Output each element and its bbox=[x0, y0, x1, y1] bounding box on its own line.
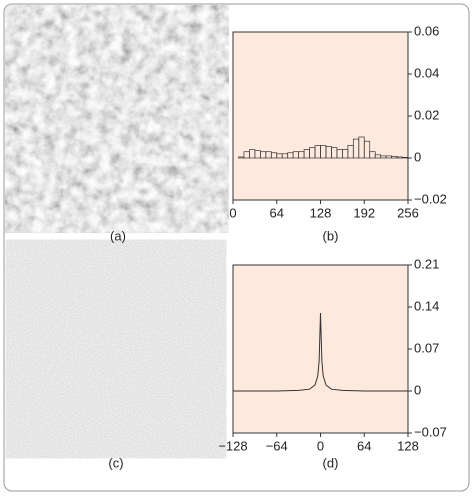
panel-caption: (b) bbox=[323, 228, 339, 243]
y-tick-label: 0 bbox=[414, 149, 421, 164]
y-tick-label: 0.07 bbox=[414, 340, 439, 355]
histogram-bar bbox=[363, 140, 371, 159]
x-tick-label: 64 bbox=[270, 205, 284, 220]
image-a bbox=[24, 24, 210, 214]
x-tick-label: 0 bbox=[229, 205, 236, 220]
y-tick-label: 0.14 bbox=[414, 298, 439, 313]
y-tick-label: 0.04 bbox=[414, 65, 439, 80]
x-tick-label: 64 bbox=[357, 438, 371, 453]
image-caption: (c) bbox=[108, 455, 123, 470]
plot-area bbox=[232, 31, 409, 201]
x-tick-label: 128 bbox=[310, 205, 332, 220]
image-caption: (a) bbox=[110, 228, 126, 243]
y-tick-label: 0.21 bbox=[414, 256, 439, 271]
x-tick-label: −64 bbox=[266, 438, 288, 453]
x-tick-label: 256 bbox=[397, 205, 419, 220]
y-tick-label: 0.02 bbox=[414, 107, 439, 122]
panel-caption: (d) bbox=[323, 455, 339, 470]
x-tick-label: 128 bbox=[397, 438, 419, 453]
x-tick-label: 192 bbox=[353, 205, 375, 220]
plot-area bbox=[232, 264, 409, 434]
image-c bbox=[24, 258, 208, 440]
y-tick-label: 0.06 bbox=[414, 23, 439, 38]
y-tick-label: −0.02 bbox=[414, 191, 447, 206]
x-tick-label: −128 bbox=[218, 438, 247, 453]
y-tick-label: 0 bbox=[414, 382, 421, 397]
y-tick-label: −0.07 bbox=[414, 424, 447, 439]
x-tick-label: 0 bbox=[317, 438, 324, 453]
frame bbox=[3, 3, 470, 492]
histogram-bar bbox=[402, 157, 409, 159]
data-line bbox=[233, 312, 408, 392]
